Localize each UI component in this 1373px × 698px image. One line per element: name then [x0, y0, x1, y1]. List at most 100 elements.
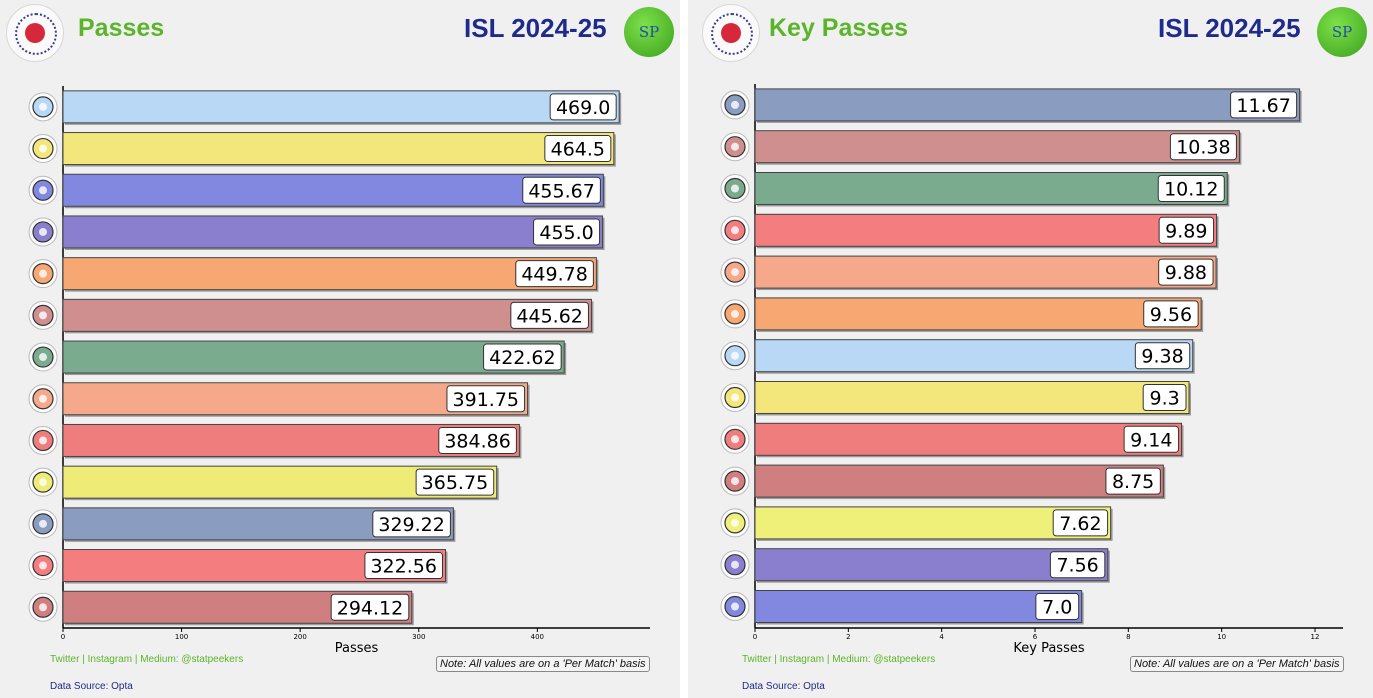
value-label-box — [1143, 300, 1199, 328]
fc-goa-crest-icon — [28, 259, 58, 289]
value-label-box — [533, 218, 601, 246]
value-label: 455.67 — [528, 180, 594, 202]
value-label: 7.0 — [1042, 597, 1072, 619]
value-label: 9.38 — [1141, 346, 1183, 368]
x-axis-label: Passes — [335, 641, 379, 656]
bar — [754, 213, 1218, 247]
x-axis-label: Key Passes — [1013, 641, 1084, 656]
statpeekers-badge-icon: SP — [1317, 7, 1367, 57]
value-label-box — [1049, 551, 1106, 579]
value-label-box — [544, 135, 612, 163]
value-label: 11.67 — [1236, 95, 1290, 117]
value-label: 9.14 — [1130, 429, 1172, 451]
bar — [754, 590, 1083, 623]
key-passes-panel: Key Passes ISL 2024-25 SP 11.67 10.38 10.1… — [688, 0, 1373, 698]
isl-logo-icon — [6, 4, 64, 62]
bar — [62, 215, 604, 249]
value-label-box — [1134, 342, 1191, 370]
x-tick-label: 2 — [846, 633, 850, 641]
bar — [754, 548, 1109, 582]
mumbai-city-crest-icon — [28, 92, 58, 122]
x-tick-label: 6 — [1033, 633, 1038, 641]
kerala-blasters-crest-icon — [720, 383, 750, 412]
punjab-fc-crest-icon — [720, 257, 750, 287]
value-label-box — [446, 385, 526, 413]
value-label: 464.5 — [551, 139, 605, 161]
value-label: 10.12 — [1164, 179, 1218, 201]
per-match-note: Note: All values are on a 'Per Match' ba… — [1130, 656, 1344, 672]
kerala-blasters-crest-icon — [28, 134, 58, 164]
value-label: 455.0 — [539, 222, 593, 244]
per-match-note: Note: All values are on a 'Per Match' ba… — [436, 656, 650, 672]
value-label: 384.86 — [444, 430, 510, 452]
x-tick-label: 4 — [939, 633, 944, 641]
value-label-box — [330, 593, 410, 621]
mohun-bagan-crest-icon — [720, 132, 750, 162]
value-label-box — [1123, 425, 1180, 453]
x-tick-label: 0 — [753, 633, 757, 641]
bar — [754, 339, 1194, 373]
jamshedpur-fc-crest-icon — [28, 592, 58, 622]
passes-bar-chart: 469.0 464.5 455.67 455.0 449.78 445.62 422.62 3… — [28, 86, 650, 656]
x-tick-label: 12 — [1311, 633, 1320, 641]
x-tick-label: 400 — [531, 633, 544, 641]
bar — [62, 132, 615, 166]
bar — [754, 297, 1202, 331]
value-label: 9.88 — [1165, 262, 1207, 284]
value-label-box — [1105, 467, 1161, 495]
bar — [754, 172, 1228, 205]
value-label-box — [1157, 175, 1225, 202]
value-label: 10.38 — [1176, 137, 1230, 159]
footer-social: Twitter | Instagram | Medium: @statpeeke… — [742, 654, 936, 665]
x-tick-label: 10 — [1217, 633, 1226, 641]
bar — [62, 257, 597, 291]
jamshedpur-fc-crest-icon — [720, 466, 750, 496]
key-passes-bar-chart: 11.67 10.38 10.12 9.89 9.88 9.56 9.38 9.3 9.14 8.… — [720, 84, 1343, 656]
value-label: 9.89 — [1165, 220, 1207, 242]
mohammedan-sc-crest-icon — [720, 174, 750, 203]
footer-source: Data Source: Opta — [742, 681, 825, 692]
value-label: 7.56 — [1056, 555, 1098, 577]
bar — [754, 381, 1190, 414]
odisha-fc-crest-icon — [28, 217, 58, 247]
northeast-united-crest-icon — [720, 215, 750, 245]
value-label-box — [1142, 384, 1187, 411]
value-label-box — [438, 426, 517, 454]
value-label-box — [364, 552, 444, 580]
value-label: 449.78 — [521, 264, 587, 286]
x-tick-label: 0 — [61, 633, 65, 641]
value-label-box — [1052, 509, 1109, 537]
bar — [754, 88, 1301, 122]
footer-social: Twitter | Instagram | Medium: @statpeeke… — [50, 654, 244, 665]
chennaiyin-fc-crest-icon — [720, 90, 750, 120]
x-tick-label: 100 — [175, 633, 188, 641]
hyderabad-fc-crest-icon — [28, 467, 58, 497]
value-label: 445.62 — [516, 305, 582, 327]
mohun-bagan-crest-icon — [28, 300, 58, 330]
value-label: 422.62 — [489, 347, 555, 369]
value-label: 294.12 — [337, 597, 403, 619]
x-tick-label: 8 — [1126, 633, 1130, 641]
value-label: 9.56 — [1150, 304, 1192, 326]
value-label: 322.56 — [370, 556, 436, 578]
value-label-box — [1169, 133, 1237, 161]
bar — [754, 422, 1183, 456]
punjab-fc-crest-icon — [28, 384, 58, 414]
value-label-box — [415, 468, 495, 496]
odisha-fc-crest-icon — [720, 550, 750, 580]
value-label: 391.75 — [453, 389, 519, 411]
chart-title: Key Passes — [769, 14, 909, 42]
season-label: ISL 2024-25 — [1158, 13, 1301, 43]
bar — [62, 173, 604, 207]
season-label: ISL 2024-25 — [464, 13, 607, 43]
bar — [754, 506, 1112, 540]
chennaiyin-fc-crest-icon — [28, 509, 58, 539]
value-label: 365.75 — [422, 472, 488, 494]
value-label-box — [510, 301, 589, 329]
value-label: 9.3 — [1149, 388, 1179, 410]
value-label-box — [522, 176, 601, 204]
passes-panel: Passes ISL 2024-25 SP 469.0 464.5 455.67 45… — [0, 0, 680, 698]
value-label-box — [1035, 593, 1080, 620]
value-label-box — [1158, 216, 1215, 244]
bar — [754, 130, 1240, 164]
